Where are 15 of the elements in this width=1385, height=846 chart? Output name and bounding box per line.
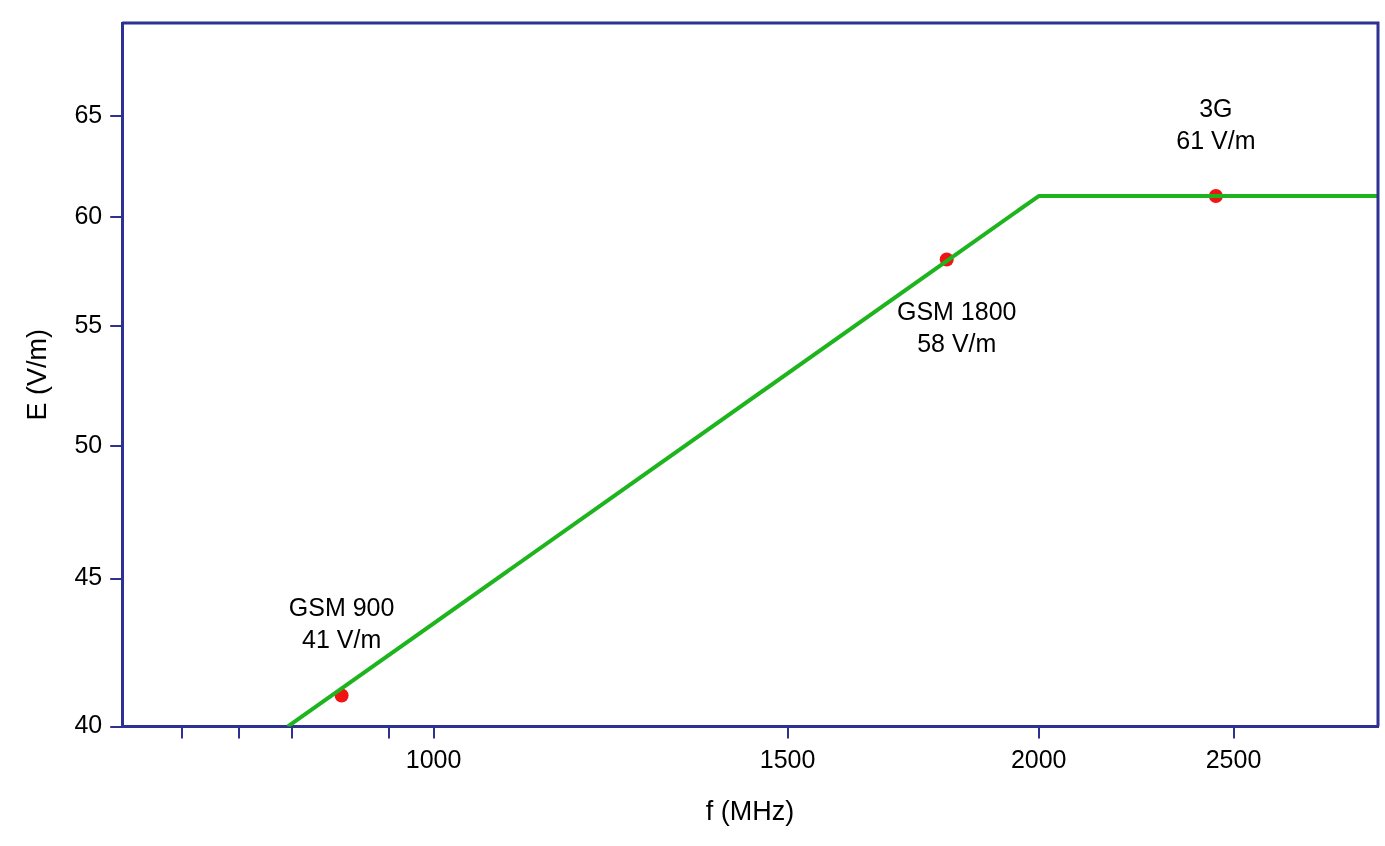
- y-tick-label: 65: [74, 100, 103, 129]
- annotation: GSM 900 41 V/m: [288, 593, 395, 654]
- x-tick-label: 2500: [1205, 745, 1262, 774]
- y-tick-label: 55: [74, 310, 103, 339]
- x-axis-title: f (MHz): [705, 796, 795, 827]
- annotation: GSM 1800 58 V/m: [896, 297, 1017, 358]
- annotation: 3G 61 V/m: [1176, 93, 1256, 154]
- y-axis-title: E (V/m): [21, 329, 52, 421]
- y-tick-label: 40: [74, 710, 103, 739]
- y-tick-label: 45: [74, 562, 103, 591]
- x-tick-label: 1000: [405, 745, 462, 774]
- y-tick-label: 50: [74, 429, 103, 458]
- x-tick-label: 1500: [759, 745, 816, 774]
- y-tick-label: 60: [74, 200, 103, 229]
- x-tick-label: 2000: [1010, 745, 1067, 774]
